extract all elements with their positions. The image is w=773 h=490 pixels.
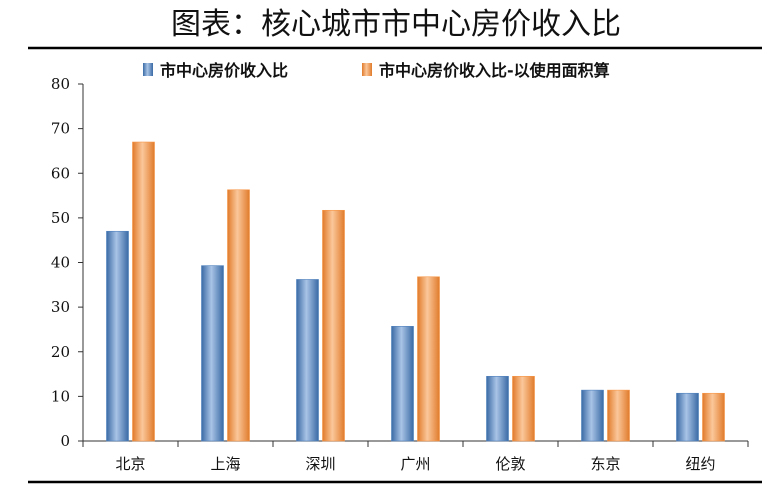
x-category-label: 上海: [210, 455, 240, 473]
x-category-label: 深圳: [305, 455, 335, 473]
bar-series-1: [581, 389, 604, 442]
bars: [106, 141, 725, 442]
bar-series-2: [132, 141, 155, 442]
bar-series-1: [106, 230, 129, 442]
bar-series-1: [391, 326, 414, 442]
legend: 市中心房价收入比 市中心房价收入比-以使用面积算: [143, 61, 610, 80]
x-category-label: 广州: [400, 455, 430, 473]
legend-swatch-series-2: [362, 63, 372, 76]
bar-series-2: [227, 189, 250, 442]
x-axis: 北京 上海 深圳 广州 伦敦 东京 纽约: [82, 440, 749, 473]
y-tick-label: 70: [51, 120, 70, 138]
legend-swatch-series-1: [143, 63, 153, 76]
bar-series-1: [486, 375, 509, 442]
bar-series-2: [322, 209, 345, 442]
y-tick-label: 40: [51, 254, 70, 272]
bar-series-1: [296, 279, 319, 442]
bar-series-2: [702, 392, 725, 442]
y-tick-label: 30: [51, 298, 70, 316]
chart-title: 图表：核心城市市中心房价收入比: [171, 7, 621, 42]
y-tick-label: 20: [51, 343, 70, 361]
legend-label-series-1: 市中心房价收入比: [160, 61, 288, 80]
y-tick-label: 50: [51, 209, 70, 227]
x-category-label: 纽约: [685, 455, 715, 473]
y-tick-label: 0: [60, 432, 70, 450]
bar-series-2: [417, 276, 440, 442]
y-tick-label: 80: [51, 75, 70, 93]
bar-series-2: [607, 389, 630, 442]
y-tick-label: 10: [51, 387, 70, 405]
y-axis: 0 10 20 30 40 50 60 70 80: [51, 75, 84, 450]
x-category-label: 北京: [115, 455, 145, 473]
bar-series-2: [512, 375, 535, 442]
bar-series-1: [201, 265, 224, 442]
x-category-label: 东京: [590, 455, 620, 473]
legend-label-series-2: 市中心房价收入比-以使用面积算: [379, 61, 610, 80]
bar-series-1: [676, 392, 699, 442]
x-category-label: 伦敦: [495, 455, 525, 473]
y-tick-label: 60: [51, 164, 70, 182]
